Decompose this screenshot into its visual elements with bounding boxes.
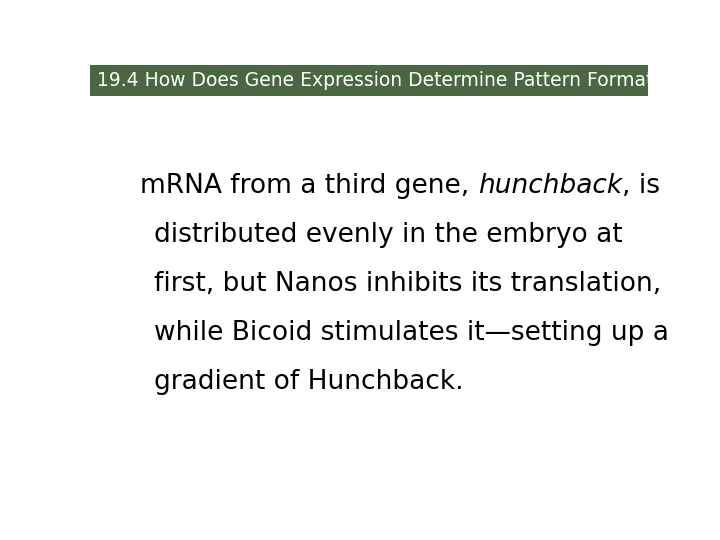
- FancyBboxPatch shape: [90, 65, 648, 96]
- Text: hunchback: hunchback: [478, 173, 622, 199]
- Text: while Bicoid stimulates it—setting up a: while Bicoid stimulates it—setting up a: [154, 320, 669, 346]
- Text: first, but Nanos inhibits its translation,: first, but Nanos inhibits its translatio…: [154, 271, 662, 297]
- Text: 19.4 How Does Gene Expression Determine Pattern Formation?: 19.4 How Does Gene Expression Determine …: [96, 71, 691, 90]
- Text: mRNA from a third gene,: mRNA from a third gene,: [140, 173, 478, 199]
- Text: , is: , is: [622, 173, 660, 199]
- Text: gradient of Hunchback.: gradient of Hunchback.: [154, 369, 464, 395]
- Text: distributed evenly in the embryo at: distributed evenly in the embryo at: [154, 222, 623, 248]
